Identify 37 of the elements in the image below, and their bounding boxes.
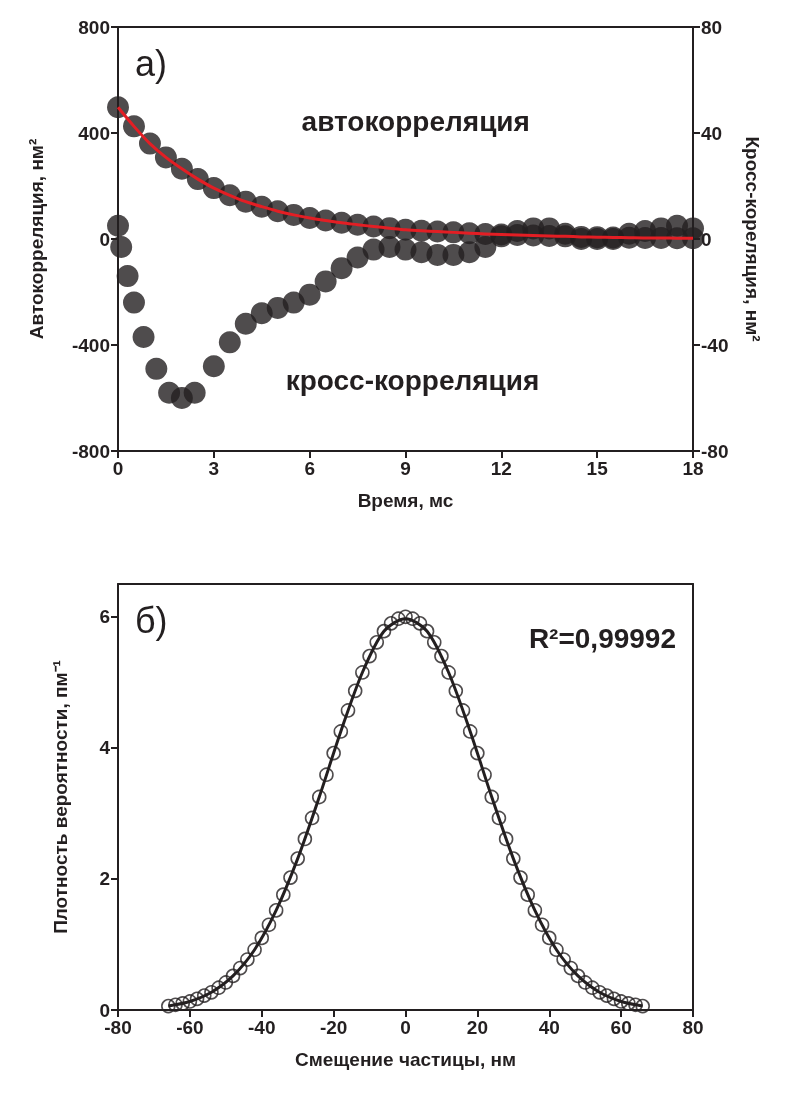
chart-title: а)	[135, 42, 168, 84]
x-tick-label: -60	[176, 1017, 204, 1038]
x-axis-title: Смещение частицы, нм	[294, 1049, 517, 1070]
x-axis-title: Время, мс	[357, 490, 454, 511]
y-tick-label: 6	[99, 606, 110, 628]
y2-tick-label: -80	[701, 440, 729, 462]
text: автокорреляция	[301, 106, 530, 138]
x-tick-label: 20	[466, 1017, 488, 1038]
x-tick-label: 0	[112, 458, 124, 479]
x-tick-label: 80	[682, 1017, 704, 1038]
x-tick-label: 18	[682, 458, 704, 479]
x-tick-label: 15	[586, 458, 609, 479]
y-tick-label: -800	[71, 440, 110, 462]
y2-tick-label: 80	[701, 16, 723, 38]
y-tick-label: -400	[71, 334, 110, 356]
series-label: кросс-корреляция	[285, 364, 540, 396]
x-tick-label: 60	[610, 1017, 632, 1038]
x-tick-label: 6	[304, 458, 315, 479]
y-axis-title: Автокорреляция, нм²	[26, 138, 47, 340]
y-axis-title: Плотность вероятности, пм⁻¹	[50, 660, 71, 934]
y-tick-label: 2	[99, 868, 110, 890]
y-tick-label: 4	[99, 737, 111, 759]
x-tick-label: 0	[400, 1017, 411, 1038]
chart-title: б)	[135, 599, 168, 641]
y2-axis-title: Кросс-кореляция, нм²	[742, 136, 763, 342]
x-tick-label: 3	[208, 458, 220, 479]
x-tick-label: 40	[538, 1017, 560, 1038]
y-tick-label: 400	[78, 122, 110, 144]
y-tick-label: 0	[99, 228, 110, 250]
y2-tick-label: 40	[701, 122, 723, 144]
x-tick-label: -40	[248, 1017, 276, 1038]
y-tick-label: 800	[78, 16, 110, 38]
x-tick-label: -20	[319, 1017, 348, 1038]
y2-tick-label: -40	[701, 334, 729, 356]
x-tick-label: 12	[490, 458, 512, 479]
annotation: R²=0,99992	[528, 622, 676, 654]
x-tick-label: 9	[400, 458, 411, 479]
